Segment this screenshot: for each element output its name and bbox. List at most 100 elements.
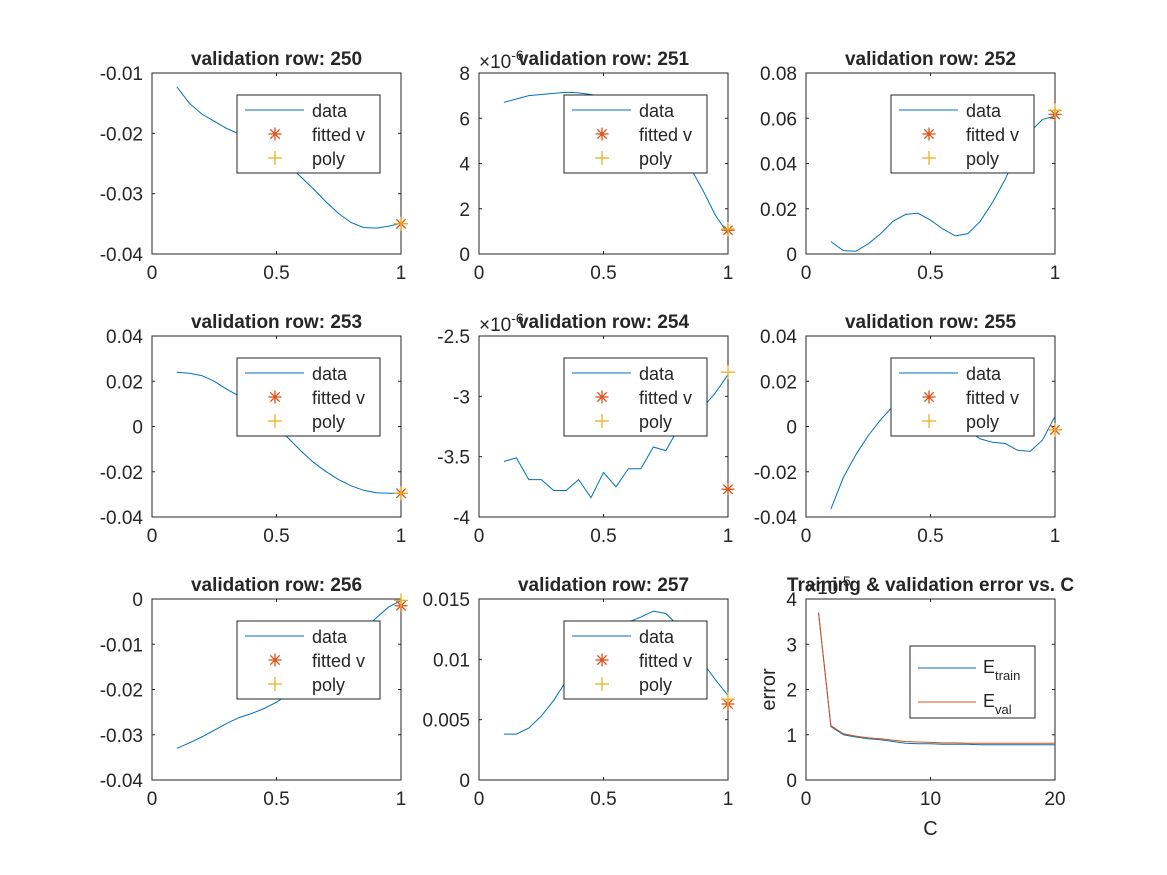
- y-tick-label: 0: [459, 245, 470, 266]
- legend-box: [236, 94, 381, 174]
- poly-marker: [394, 593, 408, 608]
- legend-label-data: data: [312, 364, 348, 384]
- y-tick-label: -4: [453, 508, 470, 529]
- legend: data fitted v poly: [236, 357, 381, 437]
- x-tick-label: 1: [396, 789, 407, 810]
- y-tick-label: 0: [786, 245, 797, 266]
- legend-box: [563, 94, 708, 174]
- legend-label-poly: poly: [639, 675, 672, 695]
- subplot-title: validation row: 250: [191, 49, 362, 70]
- legend-label-fitted: fitted v: [966, 388, 1019, 408]
- y-tick-label: -0.03: [100, 726, 143, 747]
- x-tick-label: 0: [147, 526, 158, 547]
- series-line-e-val: [818, 612, 1055, 744]
- legend-plus-icon: [595, 677, 609, 691]
- legend-label-poly: poly: [966, 412, 999, 432]
- y-tick-label: -0.04: [100, 508, 144, 529]
- y-tick-label: -0.02: [100, 124, 143, 145]
- y-tick-label: 1: [786, 726, 797, 747]
- y-tick-label: 0.01: [433, 650, 470, 671]
- legend-star-icon: [268, 127, 282, 141]
- subplot-title: validation row: 253: [191, 312, 362, 333]
- poly-marker: [721, 365, 735, 380]
- subplot-title: validation row: 252: [845, 49, 1016, 70]
- legend-label-fitted: fitted v: [639, 388, 692, 408]
- legend-box: [236, 620, 381, 700]
- legend-label-poly: poly: [312, 149, 345, 169]
- poly-marker: [1048, 422, 1062, 437]
- x-tick-label: 0: [801, 263, 812, 284]
- subplot-title: validation row: 255: [845, 312, 1016, 333]
- legend-label-fitted: fitted v: [312, 651, 365, 671]
- legend: Etrain Eval: [909, 645, 1036, 719]
- subplot-4: 0 0.5 1 -0.04 -0.02 0 0.02 0.04 validation row: …: [100, 312, 408, 547]
- y-tick-label: -0.01: [100, 635, 143, 656]
- x-tick-label: 0.5: [590, 526, 616, 547]
- legend-label-fitted: fitted v: [312, 388, 365, 408]
- x-tick-label: 0: [474, 526, 485, 547]
- legend-box: [890, 94, 1035, 174]
- legend-star-icon: [595, 390, 609, 404]
- legend-box: [563, 620, 708, 700]
- y-tick-label: 0.06: [760, 109, 797, 130]
- y-tick-label: 0: [132, 418, 143, 439]
- y-tick-label: -2.5: [437, 327, 470, 348]
- y-tick-label: 0: [786, 418, 797, 439]
- x-tick-label: 0.5: [590, 789, 616, 810]
- y-tick-label: 0.08: [760, 64, 797, 85]
- legend-label-data: data: [966, 101, 1002, 121]
- legend-box: [236, 357, 381, 437]
- exponent-label: ×10-5: [806, 573, 851, 599]
- legend: data fitted v poly: [890, 94, 1035, 174]
- legend-plus-icon: [922, 151, 936, 165]
- legend-label: Eval: [983, 691, 1012, 717]
- legend-label-data: data: [639, 101, 675, 121]
- x-tick-label: 0.5: [263, 526, 289, 547]
- poly-marker: [721, 692, 735, 707]
- y-tick-label: -0.04: [754, 508, 798, 529]
- y-tick-label: 0: [459, 771, 470, 792]
- y-tick-label: -0.04: [100, 245, 144, 266]
- legend: data fitted v poly: [563, 94, 708, 174]
- subplot-3: 0 0.5 1 0 0.02 0.04 0.06 0.08 validation row: 25…: [760, 49, 1062, 284]
- poly-marker: [394, 486, 408, 501]
- y-tick-label: 8: [459, 64, 470, 85]
- subplot-title: validation row: 256: [191, 575, 362, 596]
- legend-plus-icon: [268, 151, 282, 165]
- series-line-data: [176, 371, 401, 494]
- y-tick-label: 0.04: [106, 327, 143, 348]
- x-tick-label: 0: [474, 789, 485, 810]
- legend: data fitted v poly: [236, 94, 381, 174]
- poly-marker: [394, 216, 408, 231]
- legend-label-poly: poly: [966, 149, 999, 169]
- y-tick-label: 2: [786, 681, 797, 702]
- legend: data fitted v poly: [890, 357, 1035, 437]
- y-tick-label: 0.04: [760, 327, 797, 348]
- x-tick-label: 0: [801, 789, 812, 810]
- y-tick-label: -0.04: [100, 771, 144, 792]
- legend-label-poly: poly: [312, 675, 345, 695]
- x-tick-label: 1: [1050, 526, 1061, 547]
- legend-plus-icon: [268, 677, 282, 691]
- legend-label-data: data: [312, 101, 348, 121]
- legend-label-data: data: [966, 364, 1002, 384]
- x-tick-label: 1: [1050, 263, 1061, 284]
- x-tick-label: 1: [723, 526, 734, 547]
- legend-label-fitted: fitted v: [966, 125, 1019, 145]
- legend-label: Etrain: [983, 657, 1020, 683]
- poly-marker: [721, 222, 735, 237]
- x-tick-label: 0: [801, 526, 812, 547]
- y-tick-label: 3: [786, 635, 797, 656]
- legend-star-icon: [922, 390, 936, 404]
- legend-plus-icon: [595, 151, 609, 165]
- legend-plus-icon: [595, 414, 609, 428]
- legend-star-icon: [922, 127, 936, 141]
- x-axis-label: C: [923, 818, 937, 840]
- y-tick-label: 4: [786, 590, 797, 611]
- poly-marker: [1048, 103, 1062, 118]
- subplot-title: validation row: 257: [518, 575, 689, 596]
- legend-box: [563, 357, 708, 437]
- y-tick-label: -0.02: [100, 463, 143, 484]
